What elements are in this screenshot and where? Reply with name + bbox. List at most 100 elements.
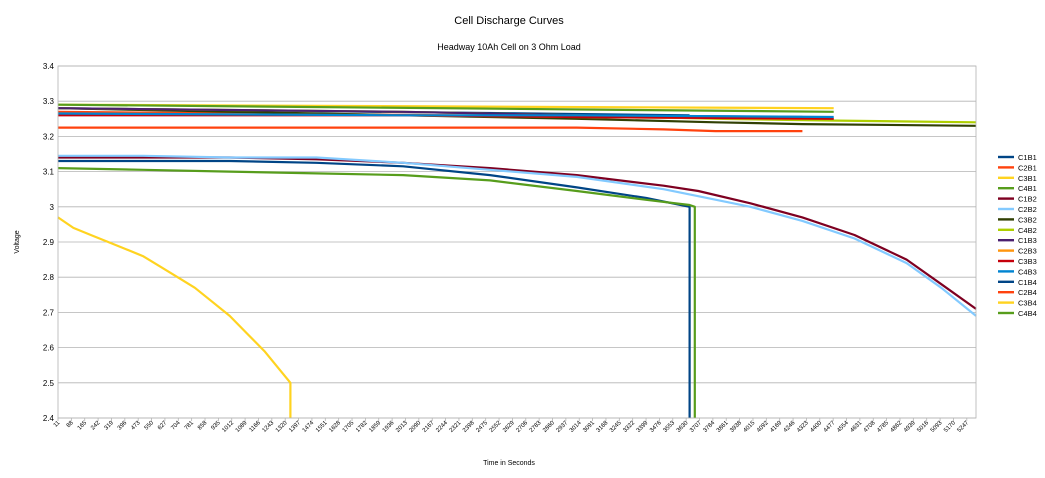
legend-entry: C3B3 (1018, 257, 1037, 266)
legend-entry: C2B1 (1018, 163, 1037, 172)
series-line-c3b4 (57, 216, 292, 418)
plot-area (57, 65, 977, 419)
x-tick-label: 2398 (462, 420, 476, 434)
y-tick-label: 3.1 (43, 168, 55, 177)
x-tick-label: 935 (210, 420, 222, 432)
grid (58, 65, 976, 419)
x-tick-label: 4862 (890, 420, 904, 434)
legend-entry: C3B1 (1018, 174, 1037, 183)
x-tick-label: 3861 (716, 420, 730, 434)
x-tick-label: 4554 (836, 420, 850, 434)
x-tick-label: 4785 (876, 420, 890, 434)
x-tick-label: 858 (197, 420, 209, 432)
x-tick-label: 4631 (850, 420, 864, 434)
x-tick-label: 11 (53, 420, 62, 429)
x-tick-label: 4939 (903, 420, 917, 434)
x-axis-label: Time in Seconds (483, 460, 535, 467)
x-tick-label: 1859 (368, 420, 382, 434)
x-tick-label: 2706 (515, 420, 529, 434)
x-tick-label: 627 (157, 420, 169, 432)
x-tick-label: 319 (104, 420, 116, 432)
y-tick-label: 2.5 (43, 379, 55, 388)
x-tick-label: 781 (184, 420, 196, 432)
x-tick-label: 2629 (502, 420, 516, 434)
x-tick-label: 3476 (649, 420, 663, 434)
y-tick-label: 3.3 (43, 97, 55, 106)
x-tick-label: 2552 (489, 420, 503, 434)
legend-entry: C1B1 (1018, 153, 1037, 162)
x-tick-label: 2860 (542, 420, 556, 434)
x-tick-label: 2937 (556, 420, 570, 434)
x-tick-label: 2783 (529, 420, 543, 434)
x-tick-label: 4323 (796, 420, 810, 434)
y-tick-label: 3 (50, 203, 55, 212)
legend-entry: C2B2 (1018, 205, 1037, 214)
x-tick-label: 3091 (582, 420, 596, 434)
x-tick-label: 3245 (609, 420, 623, 434)
x-tick-label: 3322 (622, 420, 636, 434)
x-tick-label: 1320 (275, 420, 289, 434)
series-lines (57, 103, 977, 418)
x-tick-label: 3784 (703, 420, 717, 434)
legend-entry: C4B4 (1018, 309, 1037, 318)
x-tick-label: 4169 (769, 420, 783, 434)
x-tick-label: 4015 (743, 420, 757, 434)
x-tick-label: 3553 (663, 420, 677, 434)
legend-entry: C1B3 (1018, 236, 1037, 245)
series-line-c2b4 (58, 126, 803, 133)
legend-entry: C2B3 (1018, 247, 1037, 256)
x-tick-label: 704 (170, 420, 182, 432)
x-tick-label: 242 (90, 420, 102, 432)
series-line-c1b4 (58, 159, 691, 418)
series-line-c4b1 (57, 103, 834, 113)
x-tick-label: 3014 (569, 420, 583, 434)
series-line-c4b3 (57, 112, 834, 119)
x-tick-label: 1628 (328, 420, 342, 434)
x-tick-label: 550 (144, 420, 156, 432)
legend-entry: C4B2 (1018, 226, 1037, 235)
y-tick-label: 3.4 (43, 62, 55, 71)
legend-entry: C4B1 (1018, 184, 1037, 193)
y-tick-label: 2.4 (43, 414, 55, 423)
y-axis-label: Voltage (14, 230, 21, 253)
x-tick-label: 4246 (783, 420, 797, 434)
x-tick-label: 5093 (930, 420, 944, 434)
x-tick-label: 2244 (435, 420, 449, 434)
x-tick-label: 4477 (823, 420, 837, 434)
legend-entry: C4B3 (1018, 267, 1037, 276)
x-tick-label: 5170 (943, 420, 957, 434)
x-tick-label: 5016 (916, 420, 930, 434)
x-tick-label: 1705 (342, 420, 356, 434)
legend-entry: C3B4 (1018, 299, 1037, 308)
x-tick-label: 2321 (449, 420, 463, 434)
x-tick-label: 473 (130, 420, 142, 432)
x-tick-label: 1936 (382, 420, 396, 434)
x-tick-label: 88 (66, 420, 75, 429)
y-tick-label: 3.2 (43, 132, 55, 141)
legend-entry: C2B4 (1018, 288, 1037, 297)
x-tick-label: 3938 (729, 420, 743, 434)
x-tick-label: 4708 (863, 420, 877, 434)
x-tick-label: 1397 (288, 420, 302, 434)
legend-entry: C1B4 (1018, 278, 1037, 287)
x-tick-label: 2167 (422, 420, 436, 434)
y-tick-label: 2.9 (43, 238, 55, 247)
x-tick-label: 3707 (689, 420, 703, 434)
x-tick-label: 2090 (409, 420, 423, 434)
x-tick-label: 1089 (235, 420, 249, 434)
legend-entry: C1B2 (1018, 195, 1037, 204)
x-tick-label: 3630 (676, 420, 690, 434)
x-tick-label: 5247 (957, 420, 971, 434)
x-tick-label: 1474 (302, 420, 316, 434)
x-tick-label: 1166 (249, 420, 263, 434)
x-tick-label: 2013 (395, 420, 409, 434)
legend-entry: C3B2 (1018, 215, 1037, 224)
y-tick-label: 2.6 (43, 344, 55, 353)
chart-title: Cell Discharge Curves (454, 15, 564, 27)
x-tick-label: 1012 (221, 420, 235, 434)
series-line-c2b2 (58, 154, 977, 317)
x-tick-label: 4400 (810, 420, 824, 434)
y-axis-ticks: 2.4 2.5 2.6 2.7 2.8 2.9 3 3.1 3.2 3.3 3.4 (43, 62, 55, 423)
